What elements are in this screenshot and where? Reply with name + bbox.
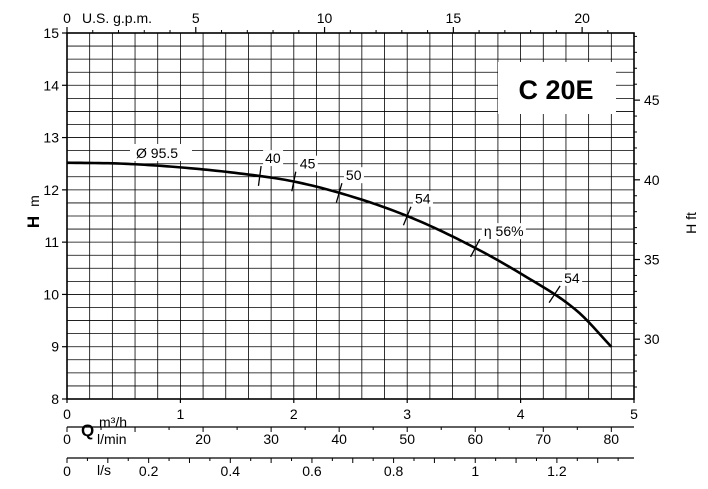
efficiency-tick bbox=[291, 171, 297, 192]
efficiency-tick bbox=[335, 182, 343, 203]
ls-tick-label: 0 bbox=[63, 463, 71, 479]
curve-label-bg bbox=[130, 144, 192, 161]
bottom-axis-ticks: 0 1 2 3 4 50 20 30 40 50 60 70 800 0.2 0.4 0.6 0.8 1 1.2 bbox=[63, 399, 638, 479]
efficiency-label: 54 bbox=[415, 191, 431, 207]
m3h-tick-label: 1 bbox=[177, 406, 185, 422]
model-box bbox=[498, 62, 616, 114]
right-axis-unit-text: ft bbox=[683, 212, 699, 220]
efficiency-tick bbox=[470, 238, 481, 258]
right-tick-label: 30 bbox=[644, 331, 660, 347]
efficiency-label-bg bbox=[412, 190, 433, 207]
top-tick-label: 0 bbox=[63, 10, 71, 26]
top-tick-label: 15 bbox=[446, 10, 462, 26]
top-tick-label: 10 bbox=[317, 10, 333, 26]
model-name: C 20E bbox=[518, 75, 593, 105]
ls-tick-label: 0.8 bbox=[384, 463, 404, 479]
efficiency-label-bg bbox=[562, 269, 583, 286]
m3h-tick-label: 4 bbox=[517, 406, 525, 422]
left-tick-label: 15 bbox=[43, 25, 59, 41]
efficiency-marks: 40 45 50 54 η 56% 54 bbox=[257, 150, 583, 303]
m3h-tick-label: 0 bbox=[63, 406, 71, 422]
m3h-tick-label: 5 bbox=[630, 406, 638, 422]
q-unit-lmin: l/min bbox=[97, 431, 127, 447]
right-axis-ticks: 30 35 40 45 bbox=[634, 35, 660, 388]
right-axis-symbol: H bbox=[683, 224, 699, 234]
top-axis-unit: U.S. g.p.m. bbox=[82, 10, 152, 26]
left-tick-label: 11 bbox=[44, 234, 59, 250]
curve-diameter-label: Ø 95.5 bbox=[136, 145, 178, 161]
lmin-tick-label: 80 bbox=[604, 431, 620, 447]
left-tick-label: 13 bbox=[43, 130, 59, 146]
q-symbol: Q bbox=[81, 421, 94, 440]
ls-tick-label: 1 bbox=[471, 463, 479, 479]
efficiency-tick bbox=[402, 206, 412, 226]
right-tick-label: 45 bbox=[644, 92, 660, 108]
lmin-tick-label: 50 bbox=[399, 431, 415, 447]
ls-tick-label: 0.2 bbox=[139, 463, 159, 479]
efficiency-label: η 56% bbox=[484, 223, 524, 239]
ls-tick-label: 0.6 bbox=[302, 463, 322, 479]
efficiency-label: 50 bbox=[346, 167, 362, 183]
efficiency-label-bg bbox=[481, 223, 526, 240]
left-axis-unit: m bbox=[26, 195, 42, 207]
efficiency-tick bbox=[548, 285, 561, 303]
m3h-tick-label: 3 bbox=[403, 406, 411, 422]
ls-tick-label: 1.2 bbox=[547, 463, 567, 479]
left-tick-label: 14 bbox=[43, 77, 59, 93]
efficiency-label-bg bbox=[343, 167, 364, 184]
right-axis-unit: H ft bbox=[683, 212, 699, 234]
left-tick-label: 10 bbox=[43, 286, 59, 302]
efficiency-label: 40 bbox=[265, 150, 281, 166]
lmin-tick-label: 30 bbox=[263, 431, 279, 447]
left-axis-ticks: 8 9 10 11 12 13 14 15 bbox=[43, 25, 67, 407]
efficiency-label: 45 bbox=[300, 156, 316, 172]
efficiency-label-bg bbox=[263, 150, 284, 167]
top-axis-ticks: 0 5 10 15 20 bbox=[63, 10, 609, 33]
ls-tick-label: 0.4 bbox=[221, 463, 241, 479]
lmin-tick-label: 0 bbox=[63, 431, 71, 447]
chart-grid bbox=[67, 33, 634, 399]
lmin-tick-label: 70 bbox=[535, 431, 551, 447]
right-tick-label: 35 bbox=[644, 252, 660, 268]
lmin-tick-label: 60 bbox=[467, 431, 483, 447]
left-tick-label: 12 bbox=[43, 182, 59, 198]
lmin-tick-label: 40 bbox=[331, 431, 347, 447]
efficiency-label: 54 bbox=[564, 270, 580, 286]
efficiency-label-bg bbox=[297, 155, 318, 172]
lmin-tick-label: 20 bbox=[195, 431, 211, 447]
top-tick-label: 5 bbox=[192, 10, 200, 26]
efficiency-tick bbox=[257, 165, 262, 186]
right-tick-label: 40 bbox=[644, 172, 660, 188]
curve-diameter-label-group: Ø 95.5 bbox=[130, 144, 192, 161]
q-unit-ls: l/s bbox=[97, 462, 111, 478]
left-tick-label: 8 bbox=[51, 391, 59, 407]
m3h-tick-label: 2 bbox=[290, 406, 298, 422]
left-axis-symbol: H bbox=[24, 216, 43, 228]
top-tick-label: 20 bbox=[574, 10, 590, 26]
left-tick-label: 9 bbox=[51, 339, 59, 355]
q-unit-m3h: m³/h bbox=[99, 414, 127, 430]
